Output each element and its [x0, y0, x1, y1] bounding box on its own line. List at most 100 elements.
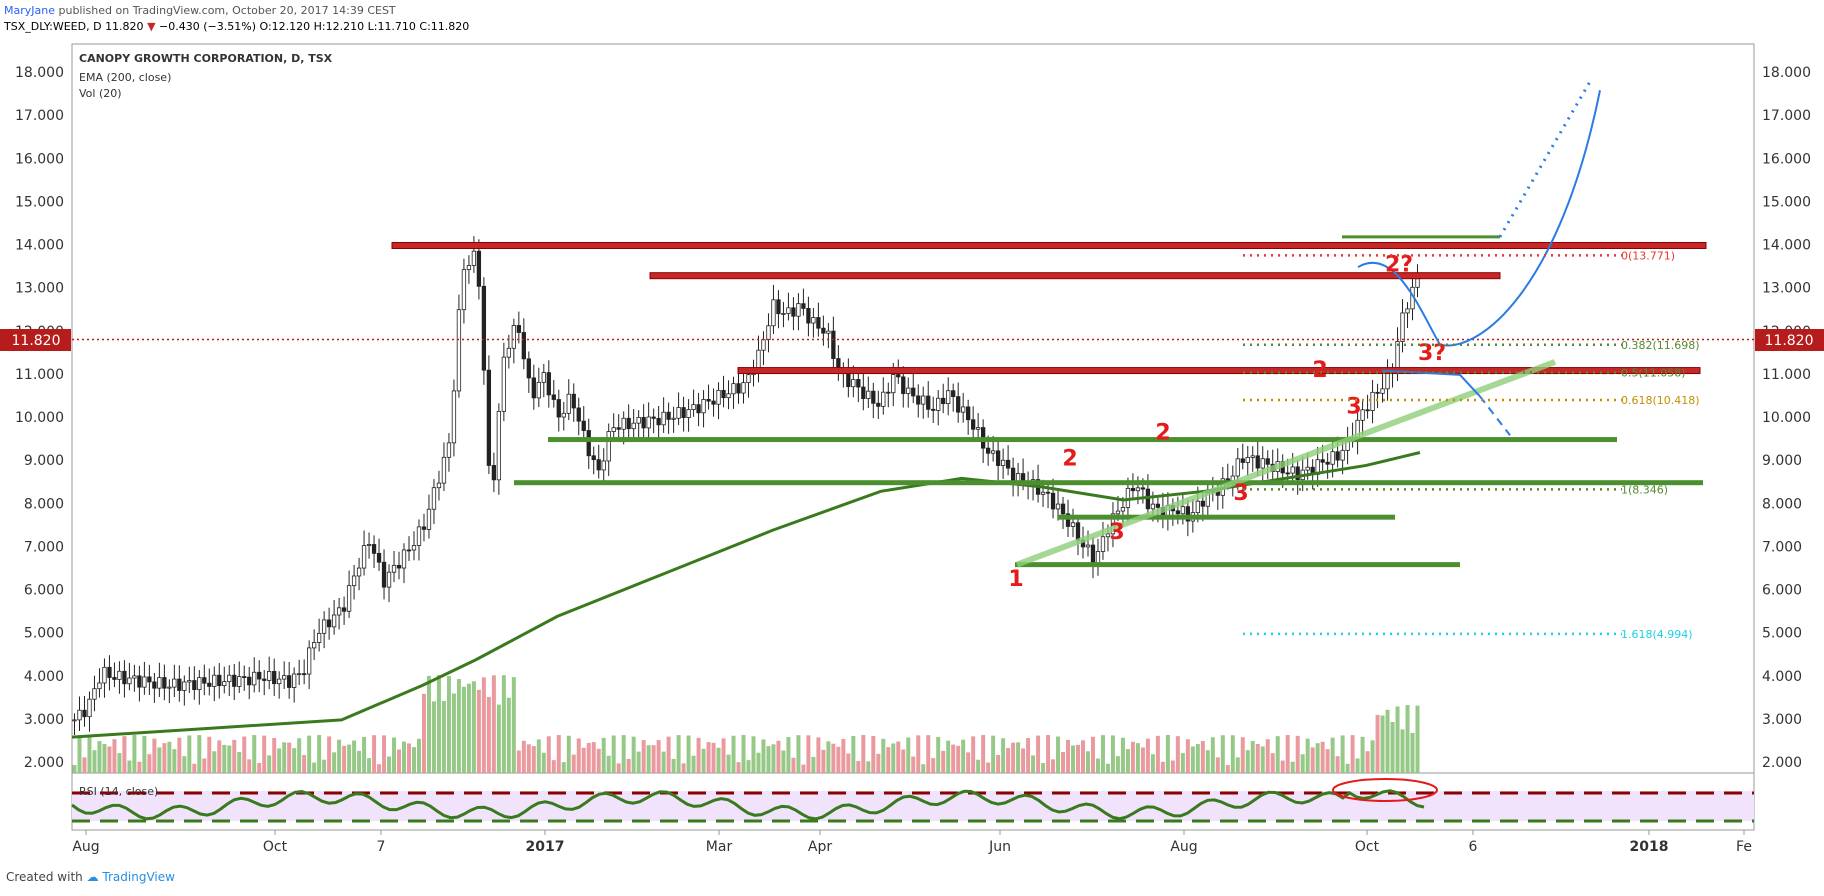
- resistance-line: [649, 272, 1501, 280]
- candle-body: [142, 676, 147, 688]
- candle-body: [97, 682, 102, 690]
- fib-level-label: 0.5(11.058): [1621, 366, 1686, 379]
- candle-body: [1135, 487, 1141, 492]
- volume-bar: [576, 738, 581, 773]
- volume-bar: [1385, 709, 1390, 773]
- volume-bar: [661, 751, 666, 773]
- volume-bar: [776, 740, 781, 773]
- candle-body: [262, 678, 267, 681]
- volume-bar: [416, 738, 421, 773]
- ema-legend: EMA (200, close): [79, 71, 171, 84]
- volume-bar: [1081, 740, 1085, 773]
- candle-body: [1265, 458, 1270, 465]
- candle-body: [321, 619, 327, 634]
- candle-body: [341, 607, 347, 612]
- volume-bar: [531, 746, 536, 773]
- volume-bar: [1220, 735, 1225, 773]
- volume-bar: [1041, 762, 1046, 773]
- candle-body: [906, 387, 911, 394]
- volume-bar: [1061, 751, 1066, 773]
- tradingview-link[interactable]: TradingView: [102, 870, 175, 884]
- y-tick-right: 15.000: [1762, 194, 1811, 210]
- candle-body: [197, 677, 202, 691]
- candle-body: [391, 564, 397, 573]
- volume-bar: [411, 747, 416, 773]
- candle-body: [122, 670, 127, 685]
- candle-body: [626, 417, 631, 430]
- volume-bar: [1036, 735, 1041, 773]
- volume-bar: [1290, 761, 1295, 773]
- volume-bar: [871, 735, 876, 773]
- candle-body: [356, 567, 362, 577]
- x-tick-label: Jun: [988, 839, 1011, 855]
- volume-bar: [891, 743, 896, 773]
- x-tick-label: 7: [377, 839, 386, 855]
- published-text: published on TradingView.com, October 20…: [55, 4, 396, 17]
- candle-body: [157, 677, 162, 689]
- candle-body: [541, 372, 546, 383]
- volume-bar: [1195, 744, 1200, 773]
- volume-bar: [796, 735, 801, 773]
- volume-bar: [1200, 741, 1205, 773]
- volume-bar: [706, 742, 711, 773]
- candle-body: [551, 394, 556, 400]
- candle-body: [846, 371, 851, 388]
- volume-bar: [916, 735, 921, 773]
- volume-bar: [771, 744, 776, 773]
- candle-body: [112, 677, 117, 680]
- volume-bar: [571, 754, 576, 773]
- volume-bar: [292, 748, 297, 773]
- author-link[interactable]: MaryJane: [4, 4, 55, 17]
- wave-label: 1: [1008, 567, 1023, 592]
- candle-body: [851, 379, 856, 388]
- y-tick-right: 7.000: [1762, 539, 1802, 555]
- candle-body: [92, 688, 97, 700]
- fib-level-label: 0(13.771): [1621, 249, 1675, 262]
- wave-label: 3: [1233, 481, 1248, 506]
- candle-body: [1235, 458, 1240, 477]
- volume-bar: [981, 735, 986, 773]
- y-tick-right: 11.000: [1762, 367, 1811, 383]
- candle-body: [721, 389, 726, 399]
- candle-body: [691, 404, 696, 410]
- volume-bar: [1026, 738, 1031, 773]
- volume-bar: [382, 735, 387, 773]
- candle-body: [461, 269, 467, 311]
- volume-bar: [1135, 743, 1140, 773]
- candle-body: [1150, 503, 1156, 510]
- candle-body: [1385, 372, 1390, 390]
- volume-bar: [846, 753, 851, 773]
- volume-bar: [926, 735, 931, 773]
- volume-bar: [696, 737, 701, 773]
- x-tick-label: Aug: [1170, 839, 1197, 855]
- volume-bar: [486, 696, 491, 773]
- candle-body: [267, 671, 272, 681]
- volume-bar: [611, 735, 616, 773]
- y-tick-right: 9.000: [1762, 453, 1802, 469]
- volume-bar: [172, 749, 177, 773]
- volume-bar: [781, 750, 786, 773]
- volume-bar: [87, 737, 92, 773]
- candle-body: [212, 674, 217, 687]
- volume-bar: [921, 764, 926, 773]
- rsi-band: [72, 791, 1754, 821]
- volume-bar: [881, 738, 886, 773]
- volume-bar: [441, 700, 446, 773]
- volume-bar: [976, 759, 981, 773]
- candle-body: [636, 417, 641, 424]
- volume-bar: [561, 762, 566, 773]
- candle-body: [661, 411, 666, 426]
- candle-body: [711, 400, 716, 405]
- y-tick-right: 3.000: [1762, 712, 1802, 728]
- volume-bar: [1105, 763, 1110, 773]
- volume-bar: [127, 760, 132, 773]
- candle-body: [371, 544, 377, 554]
- volume-bar: [137, 761, 142, 773]
- volume-bar: [1110, 735, 1115, 773]
- candle-body: [990, 450, 996, 454]
- candle-body: [821, 327, 826, 334]
- volume-bar: [1245, 750, 1250, 773]
- y-tick-right: 13.000: [1762, 281, 1811, 297]
- volume-bar: [1330, 737, 1335, 773]
